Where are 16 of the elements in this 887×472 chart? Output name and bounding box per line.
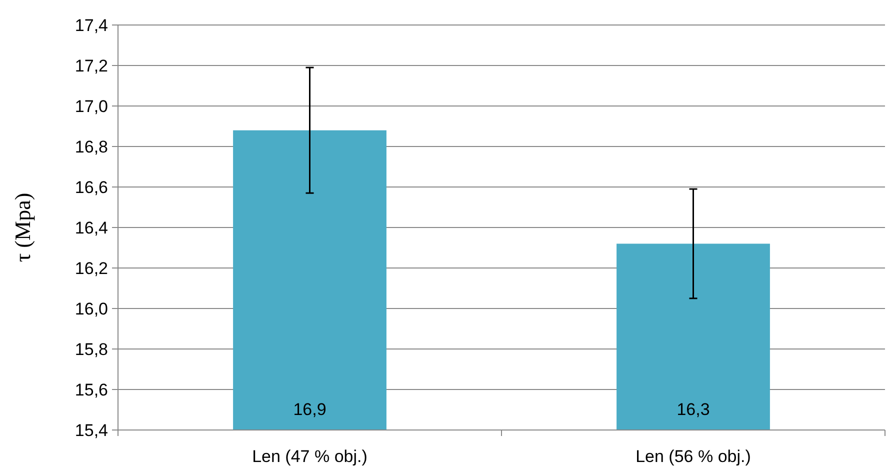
x-tick-label: Len (47 % obj.): [252, 447, 368, 466]
y-tick-label: 17,0: [74, 96, 108, 116]
y-tick-label: 17,4: [74, 16, 108, 35]
y-tick-label: 16,2: [74, 258, 108, 278]
x-tick-label: Len (56 % obj.): [636, 447, 751, 466]
y-tick-label: 15,6: [74, 380, 108, 400]
data-label: 16,9: [293, 400, 326, 419]
y-tick-label: 16,4: [74, 218, 108, 238]
data-label: 16,3: [676, 400, 710, 419]
y-tick-label: 15,4: [74, 420, 108, 440]
y-tick-label: 16,0: [74, 299, 108, 318]
y-tick-label: 16,8: [74, 137, 108, 156]
y-axis-title: τ (Mpa): [10, 192, 35, 262]
y-tick-label: 15,8: [74, 340, 108, 359]
y-tick-label: 16,6: [74, 178, 108, 197]
y-tick-label: 17,2: [74, 56, 108, 76]
